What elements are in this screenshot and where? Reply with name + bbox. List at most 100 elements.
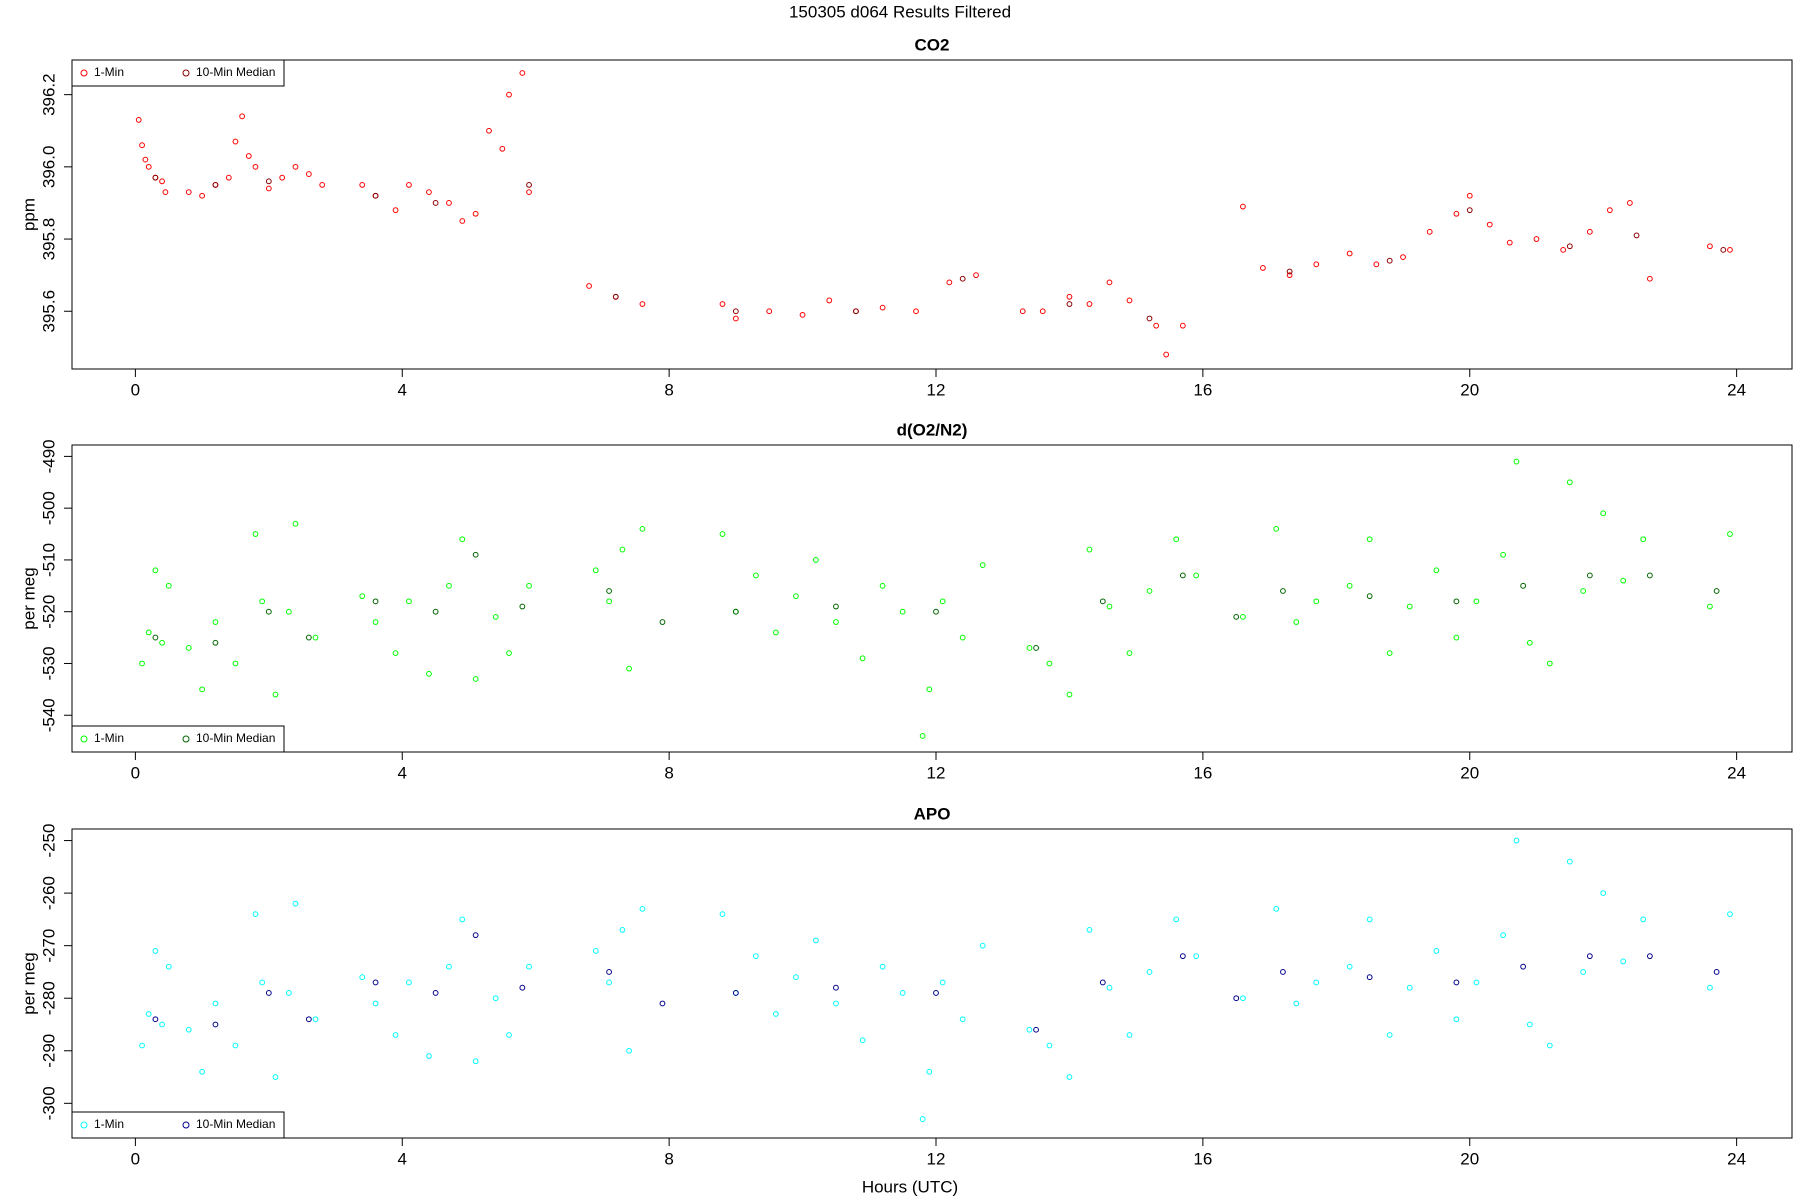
point (499, 145, 506, 152)
y-tick-label: -260 (39, 876, 58, 910)
point (1406, 603, 1413, 610)
point (1046, 1042, 1053, 1049)
point (1560, 246, 1567, 253)
point (833, 1000, 839, 1007)
point (1066, 1074, 1073, 1080)
point (212, 639, 219, 646)
point (1707, 243, 1713, 250)
legend-marker (182, 69, 190, 77)
point (1373, 261, 1380, 268)
point (1646, 572, 1653, 579)
point (732, 608, 739, 615)
y-tick-label: 396.0 (39, 146, 58, 189)
point (1727, 531, 1733, 537)
point (592, 567, 599, 574)
point (1580, 969, 1587, 975)
point (199, 192, 206, 199)
point (606, 598, 612, 605)
point (1313, 979, 1320, 986)
point (792, 593, 799, 600)
point (472, 932, 479, 939)
x-tick-label: 0 (131, 763, 140, 782)
point (1273, 525, 1280, 532)
x-tick-label: 8 (664, 380, 673, 399)
point (1640, 536, 1647, 543)
point (392, 1032, 399, 1038)
point (285, 608, 292, 615)
y-tick-label: -520 (39, 595, 58, 629)
point (619, 926, 626, 933)
point (1386, 650, 1393, 657)
point (933, 990, 939, 996)
point (979, 942, 986, 949)
point (639, 301, 646, 307)
point (225, 174, 232, 181)
point (292, 163, 299, 170)
y-tick-label: -300 (39, 1086, 58, 1120)
point (1453, 1016, 1460, 1023)
point (212, 619, 219, 625)
point (1633, 232, 1640, 239)
point (1400, 254, 1406, 260)
point (973, 272, 979, 279)
y-tick-label: -500 (39, 491, 58, 525)
point (492, 995, 499, 1002)
point (239, 113, 246, 120)
point (1086, 301, 1093, 307)
point (1707, 984, 1713, 991)
point (659, 1000, 666, 1007)
point (1600, 510, 1607, 517)
point (232, 660, 239, 667)
point (1620, 577, 1627, 584)
y-tick-label: -540 (39, 698, 58, 732)
y-axis-label: ppm (19, 198, 38, 231)
point (526, 189, 532, 196)
point (1586, 228, 1593, 235)
point (459, 218, 466, 224)
x-tick-label: 20 (1460, 380, 1479, 399)
point (259, 598, 266, 605)
point (1019, 308, 1026, 315)
point (526, 582, 532, 589)
y-tick-label: -270 (39, 929, 58, 963)
point (766, 308, 773, 315)
point (813, 557, 819, 563)
y-tick-label: -290 (39, 1034, 58, 1068)
point (446, 200, 452, 206)
point (212, 181, 219, 188)
point (1513, 458, 1520, 465)
point (372, 1000, 379, 1007)
point (252, 911, 259, 918)
y-tick-label: -490 (39, 439, 58, 473)
point (142, 156, 149, 163)
point (526, 963, 532, 970)
point (526, 181, 532, 188)
legend-marker (80, 69, 88, 77)
point (1313, 598, 1320, 605)
point (1586, 572, 1593, 579)
point (152, 567, 159, 574)
point (1106, 984, 1113, 991)
point (406, 979, 412, 986)
point (1646, 953, 1653, 960)
point (432, 990, 439, 996)
y-tick-label: -250 (39, 824, 58, 858)
point (372, 979, 379, 986)
point (1346, 582, 1353, 589)
point (139, 142, 145, 149)
panel-title: CO2 (915, 35, 950, 54)
point (926, 686, 933, 693)
x-tick-label: 12 (927, 763, 946, 782)
legend-label: 1-Min (94, 65, 124, 79)
point (135, 117, 142, 123)
point (1346, 250, 1353, 257)
point (719, 531, 726, 537)
point (799, 311, 806, 318)
point (432, 608, 439, 615)
point (1293, 1000, 1300, 1007)
point (1453, 634, 1460, 641)
point (359, 974, 366, 981)
point (1046, 660, 1053, 667)
legend-marker (182, 1121, 190, 1129)
point (152, 634, 159, 641)
